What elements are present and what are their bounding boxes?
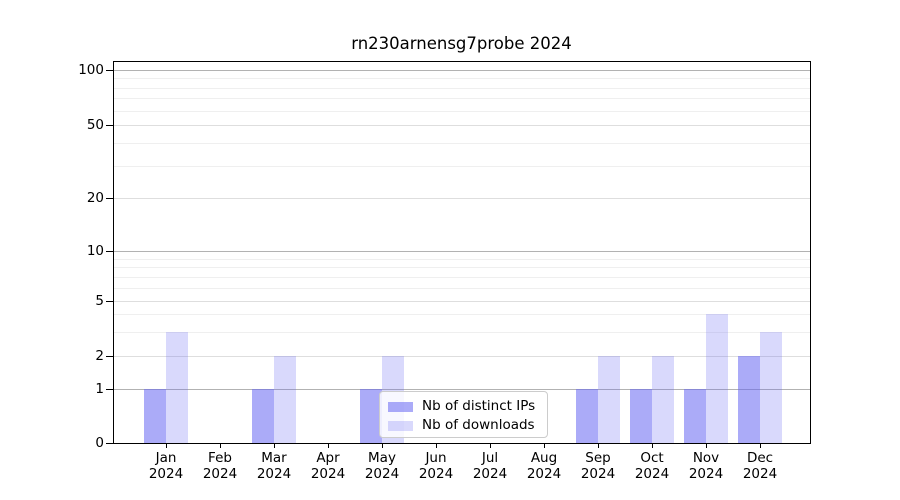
bar-distinct-ips-may [360,389,382,443]
bar-downloads-mar [274,356,296,443]
x-tick-mark [759,443,761,448]
y-tick-label-20: 20 [86,190,104,206]
y-tick-mark [106,197,113,199]
gridline-y-2 [114,356,810,357]
x-tick-label-oct: Oct 2024 [620,450,684,482]
legend-item-downloads: Nb of downloads [388,416,539,435]
x-tick-label-nov: Nov 2024 [674,450,738,482]
bar-distinct-ips-jan [144,389,166,443]
bar-downloads-jan [166,331,188,443]
y-tick-label-0: 0 [95,435,104,451]
legend-item-distinct-ips: Nb of distinct IPs [388,397,539,416]
x-tick-mark [435,443,437,448]
gridline-y-1 [114,389,810,390]
x-tick-label-year: 2024 [688,466,724,482]
x-tick-label-sep: Sep 2024 [566,450,630,482]
y-tick-mark [106,124,113,126]
x-tick-mark [165,443,167,448]
x-tick-mark [381,443,383,448]
x-tick-mark [597,443,599,448]
gridline-y-8 [114,267,810,269]
gridline-y-90 [114,78,810,80]
y-tick-mark [106,355,113,357]
x-tick-label-year: 2024 [418,466,454,482]
legend-label-downloads: Nb of downloads [422,417,535,433]
x-tick-label-jul: Jul 2024 [458,450,522,482]
gridline-y-5 [114,301,810,302]
x-tick-label-year: 2024 [310,466,346,482]
x-tick-mark [489,443,491,448]
gridline-y-7 [114,276,810,278]
legend-label-distinct-ips: Nb of distinct IPs [422,398,536,414]
y-tick-mark [106,69,113,71]
x-tick-label-year: 2024 [742,466,778,482]
y-tick-label-5: 5 [95,293,104,309]
y-tick-mark [106,250,113,252]
y-tick-mark [106,300,113,302]
x-tick-label-aug: Aug 2024 [512,450,576,482]
x-tick-mark [219,443,221,448]
x-tick-label-year: 2024 [526,466,562,482]
gridline-y-10 [114,251,810,252]
bar-distinct-ips-dec [738,356,760,443]
gridline-y-50 [114,125,810,126]
y-tick-label-50: 50 [86,117,104,133]
gridline-y-6 [114,287,810,289]
gridline-y-9 [114,258,810,260]
legend-swatch-downloads-icon [388,420,413,431]
bar-distinct-ips-mar [252,389,274,443]
gridline-y-80 [114,87,810,89]
y-tick-label-1: 1 [95,381,104,397]
x-tick-mark [543,443,545,448]
gridline-y-30 [114,165,810,167]
x-tick-mark [273,443,275,448]
y-tick-label-100: 100 [78,62,104,78]
gridline-y-20 [114,198,810,199]
bar-distinct-ips-nov [684,389,706,443]
y-tick-mark [106,388,113,390]
y-tick-label-2: 2 [95,348,104,364]
x-tick-mark [651,443,653,448]
x-tick-label-year: 2024 [580,466,616,482]
gridline-y-70 [114,98,810,100]
bar-downloads-nov [706,314,728,443]
x-tick-label-year: 2024 [472,466,508,482]
x-tick-label-year: 2024 [148,466,184,482]
x-tick-label-year: 2024 [202,466,238,482]
x-tick-label-feb: Feb 2024 [188,450,252,482]
x-tick-label-mar: Mar 2024 [242,450,306,482]
x-tick-mark [705,443,707,448]
bar-distinct-ips-oct [630,389,652,443]
gridline-y-60 [114,110,810,112]
x-tick-label-year: 2024 [256,466,292,482]
x-tick-label-year: 2024 [634,466,670,482]
gridline-y-40 [114,142,810,144]
plot-area: Nb of distinct IPs Nb of downloads [113,61,811,444]
bar-distinct-ips-sep [576,389,598,443]
x-tick-label-may: May 2024 [350,450,414,482]
x-tick-mark [327,443,329,448]
gridline-y-4 [114,314,810,316]
bar-downloads-sep [598,356,620,443]
legend-swatch-distinct-ips-icon [388,401,413,412]
chart-title: rn230arnensg7probe 2024 [351,34,572,53]
bar-downloads-oct [652,356,674,443]
gridline-y-100 [114,70,810,71]
x-tick-label-dec: Dec 2024 [728,450,792,482]
x-tick-label-year: 2024 [364,466,400,482]
gridline-y-3 [114,331,810,333]
x-tick-label-apr: Apr 2024 [296,450,360,482]
legend: Nb of distinct IPs Nb of downloads [379,391,548,438]
x-tick-label-jan: Jan 2024 [134,450,198,482]
y-tick-mark [106,442,113,444]
y-tick-label-10: 10 [86,243,104,259]
bar-downloads-dec [760,331,782,443]
x-tick-label-jun: Jun 2024 [404,450,468,482]
